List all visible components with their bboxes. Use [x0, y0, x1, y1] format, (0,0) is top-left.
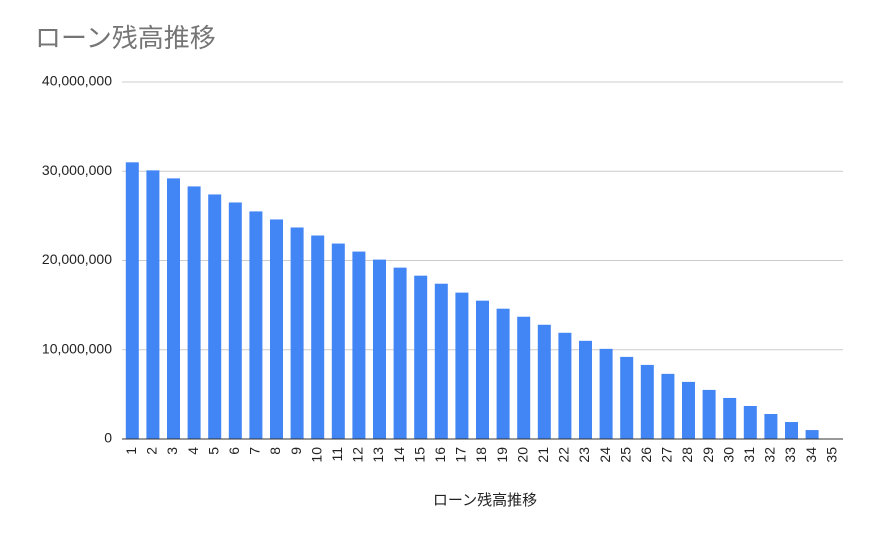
y-tick-label: 40,000,000 — [42, 73, 112, 89]
x-tick-label: 25 — [617, 447, 633, 463]
bar — [558, 332, 572, 439]
y-tick-label: 10,000,000 — [42, 340, 112, 356]
x-tick-label: 24 — [597, 447, 613, 463]
x-tick-label: 27 — [659, 447, 675, 463]
x-tick-label: 3 — [164, 447, 180, 455]
bar — [393, 267, 407, 439]
x-tick-label: 28 — [679, 447, 695, 463]
bar — [640, 364, 654, 439]
bar — [661, 373, 675, 439]
bar — [537, 324, 551, 439]
x-tick-label: 18 — [473, 447, 489, 463]
bar — [125, 162, 139, 439]
bar — [496, 308, 510, 439]
bar — [290, 227, 304, 439]
x-tick-label: 4 — [185, 447, 201, 455]
x-tick-label: 34 — [803, 447, 819, 463]
x-tick-label: 10 — [308, 447, 324, 463]
bar — [373, 259, 386, 439]
x-tick-label: 26 — [638, 447, 654, 463]
x-axis-title: ローン残高推移 — [433, 492, 537, 509]
x-tick-label: 11 — [329, 447, 345, 462]
x-tick-label: 14 — [391, 447, 407, 463]
x-tick-label: 32 — [762, 447, 778, 463]
bar — [434, 283, 448, 439]
x-tick-label: 12 — [350, 447, 366, 463]
bar — [270, 219, 283, 439]
bar — [579, 340, 592, 439]
bar — [228, 202, 242, 439]
bar — [455, 292, 469, 439]
x-tick-label: 17 — [453, 447, 469, 463]
x-tick-label: 33 — [782, 447, 798, 463]
y-tick-label: 30,000,000 — [42, 162, 112, 178]
bar — [146, 170, 160, 440]
x-tick-label: 20 — [514, 447, 530, 463]
bar — [517, 316, 531, 439]
x-tick-label: 7 — [247, 447, 263, 455]
bar — [311, 235, 325, 439]
bar — [805, 430, 819, 439]
bar — [414, 275, 428, 439]
bar — [331, 243, 345, 439]
x-tick-label: 13 — [370, 447, 386, 463]
x-tick-label: 9 — [288, 447, 304, 455]
x-tick-label: 23 — [576, 447, 592, 463]
x-tick-label: 2 — [144, 447, 160, 455]
x-tick-label: 19 — [494, 447, 510, 463]
x-tick-label: 29 — [700, 447, 716, 463]
chart-title: ローン残高推移 — [35, 23, 216, 53]
x-tick-label: 1 — [123, 447, 139, 455]
bar — [743, 405, 757, 439]
y-tick-label: 20,000,000 — [42, 251, 112, 267]
x-tick-label: 31 — [741, 447, 757, 463]
bar — [682, 381, 695, 439]
bar — [785, 422, 798, 439]
bar — [702, 389, 716, 439]
x-tick-label: 8 — [267, 447, 283, 455]
bar — [620, 356, 634, 439]
x-tick-label: 30 — [720, 447, 736, 463]
x-tick-label: 21 — [535, 447, 551, 463]
bar — [167, 178, 180, 439]
x-tick-label: 15 — [411, 447, 427, 463]
x-tick-label: 22 — [556, 447, 572, 463]
x-tick-label: 5 — [205, 447, 221, 455]
bar — [723, 397, 737, 439]
bar — [476, 300, 489, 439]
x-tick-label: 16 — [432, 447, 448, 463]
bar — [187, 186, 201, 439]
bar — [249, 211, 263, 439]
bar — [599, 348, 613, 439]
x-tick-label: 6 — [226, 447, 242, 455]
bar — [352, 251, 366, 439]
bar — [764, 414, 778, 439]
bar — [208, 194, 222, 439]
x-tick-label: 35 — [823, 447, 839, 463]
y-tick-label: 0 — [104, 430, 112, 446]
